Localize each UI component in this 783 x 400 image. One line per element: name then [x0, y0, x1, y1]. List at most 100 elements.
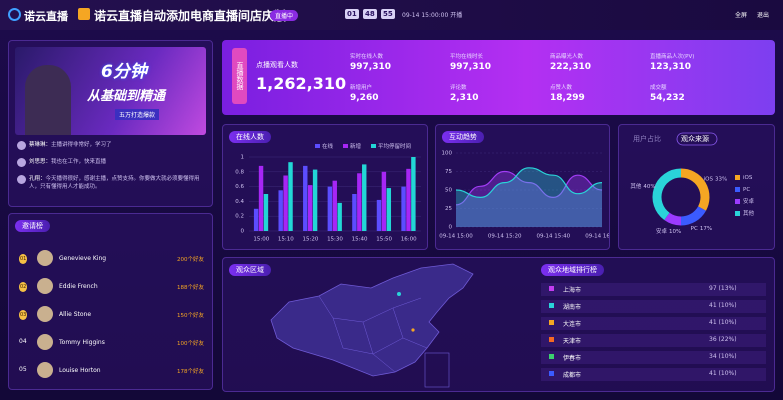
- legend-label: 在线: [322, 142, 334, 150]
- y-tick-label: 0.4: [235, 199, 244, 205]
- avatar: [37, 278, 53, 294]
- bar: [258, 165, 264, 231]
- slice-value: 17%: [700, 225, 712, 231]
- bar-chart: 0 0.2 0.4 0.6 0.8 1 在线 新增 平均停留时间 15:00 15:10 15:20 1…: [235, 142, 421, 243]
- slice-label: 其他 40%: [630, 181, 655, 189]
- user-name: Tommy Higgins: [59, 339, 105, 346]
- legend-swatch: [735, 199, 740, 204]
- region-name: 天津市: [563, 338, 582, 345]
- y-tick-label: 100: [442, 151, 453, 157]
- area: [456, 171, 602, 227]
- bar: [263, 194, 269, 231]
- map-dot: [411, 328, 415, 332]
- tab: 用户占比: [633, 134, 661, 143]
- stat-value: 997,310: [350, 62, 391, 72]
- x-tick-label: 15:20: [302, 237, 318, 243]
- legend-label: iOS: [743, 175, 753, 181]
- panel-title: 观众区域: [229, 264, 271, 276]
- comment-text: 今天播得很好，感谢主播，点赞支持。你要做大就必须要懂得用人，只有懂得用人才能成功…: [29, 176, 200, 190]
- row-swatch: [549, 303, 554, 308]
- avatar: [37, 362, 53, 378]
- x-tick-label: 09-14 16:00: [585, 234, 609, 240]
- timer-digit: 48: [363, 9, 377, 19]
- page-title: 诺云直播自动添加电商直播间店庆版: [94, 9, 287, 23]
- friend-count: 188个好友: [177, 285, 204, 291]
- invite-panel: 邀请榜 01 Genevieve King 200个好友 02 Eddie French 1…: [8, 213, 213, 390]
- x-tick-label: 15:50: [376, 237, 392, 243]
- line: [455, 167, 603, 199]
- bar: [288, 162, 293, 231]
- donut-slice: [680, 168, 710, 211]
- video-panel: 6分钟 从基础到精通 五万打造爆款 蔡琳琳：主播讲得非常好，学习了 刘思思：我也在工作，…: [8, 40, 213, 207]
- header-action: 退出: [757, 12, 770, 19]
- cover-title: 6分钟: [101, 62, 147, 82]
- x-tick-label: 15:10: [278, 237, 294, 243]
- legend-label: 新增: [350, 142, 361, 150]
- region-name: 伊春市: [563, 355, 582, 362]
- bar: [337, 202, 342, 231]
- map: [270, 263, 474, 388]
- y-tick-label: 0.6: [235, 184, 244, 190]
- row-swatch: [549, 354, 554, 359]
- friend-count: 150个好友: [177, 313, 204, 319]
- y-tick-label: 75: [445, 169, 452, 175]
- slice-name: iOS: [704, 176, 714, 182]
- bar: [327, 186, 333, 231]
- legend-swatch: [343, 144, 348, 148]
- title-icon: [78, 8, 90, 20]
- live-status: 直播中: [270, 10, 299, 21]
- avatar: [37, 306, 53, 322]
- y-tick-label: 0.8: [235, 169, 244, 175]
- panel-title: 在线人数: [229, 131, 271, 143]
- region-value: 36 (22%): [709, 336, 737, 343]
- region-value: 41 (10%): [709, 370, 737, 377]
- header: 诺云直播 诺云直播自动添加电商直播间店庆版 直播中 01 48 55 09-14 15:00…: [0, 0, 783, 30]
- slice-name: 安卓: [656, 227, 668, 235]
- panel-title: 邀请榜: [15, 220, 50, 232]
- cover-subtitle: 从基础到精通: [87, 89, 166, 104]
- bar: [332, 180, 337, 231]
- bar: [411, 157, 416, 231]
- tab: 观众来源: [681, 134, 709, 143]
- rank: 01: [19, 254, 28, 264]
- bar: [401, 186, 406, 231]
- friend-count: 100个好友: [177, 341, 204, 347]
- legend-label: PC: [743, 187, 750, 193]
- comment: 刘思思：我也在工作，快来直播: [29, 158, 207, 166]
- region-name: 上海市: [563, 287, 582, 294]
- comment: 蔡琳琳：主播讲得非常好，学习了: [29, 141, 207, 149]
- legend-label: 平均停留时间: [378, 142, 411, 150]
- timer-digit: 55: [381, 9, 395, 19]
- user-name: Allie Stone: [59, 311, 92, 318]
- stat-label: 新增用户: [350, 85, 373, 91]
- bar: [352, 194, 357, 231]
- bar: [303, 165, 308, 231]
- legend-swatch: [315, 144, 320, 148]
- comment-user: 蔡琳琳：: [29, 142, 52, 148]
- donut-slice: [664, 212, 682, 226]
- stat-value: 18,299: [550, 93, 585, 103]
- slice-label: iOS 33%: [704, 176, 728, 182]
- x-tick-label: 09-14 15:20: [488, 234, 522, 240]
- bar: [362, 164, 367, 231]
- slice-value: 40%: [643, 183, 655, 189]
- user-name: Eddie French: [59, 283, 98, 290]
- donut-slice: [680, 206, 706, 226]
- region-value: 41 (10%): [709, 302, 737, 309]
- row-swatch: [549, 320, 554, 325]
- slice-value: 33%: [715, 176, 727, 182]
- x-tick-label: 15:40: [352, 237, 368, 243]
- rank: 03: [19, 310, 28, 320]
- province-lines: [318, 295, 428, 373]
- region-value: 97 (13%): [709, 285, 737, 292]
- legend-swatch: [735, 187, 740, 192]
- comment-avatar: [17, 141, 26, 150]
- bar: [406, 168, 411, 231]
- y-tick-label: 25: [445, 206, 452, 212]
- row-swatch: [549, 337, 554, 342]
- row-bg: [541, 300, 766, 313]
- user-name: Louise Horton: [59, 367, 101, 374]
- stat-label: 点赞人数: [550, 85, 573, 91]
- pie-panel: 用户占比 观众来源 iOS 33% iOS PC 17% PC 安卓 10% 安卓 其他 40% 其他: [618, 124, 775, 250]
